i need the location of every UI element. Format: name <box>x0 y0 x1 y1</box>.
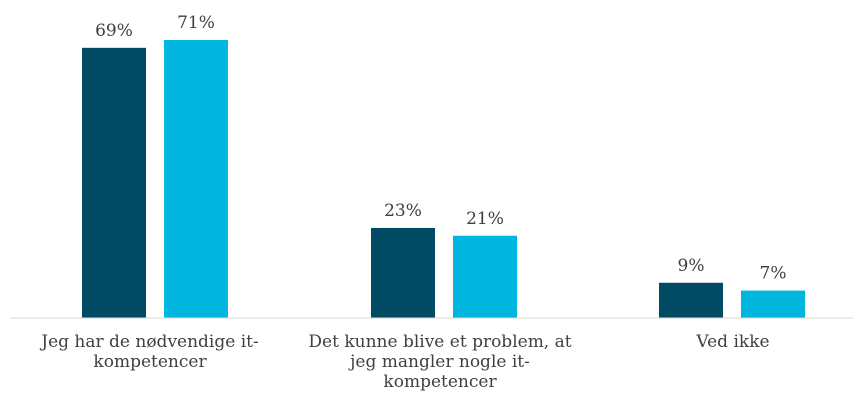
data-label-series0-cat0: 69% <box>95 21 133 41</box>
data-labels-layer: 69% 71% 23% 21% 9% 7% <box>95 13 786 284</box>
data-label-series1-cat0: 71% <box>177 13 215 33</box>
bar-series0-cat2 <box>659 282 723 318</box>
bar-series1-cat2 <box>741 290 805 318</box>
category-label-2: Ved ikke <box>588 332 863 352</box>
category-label-1: Det kunne blive et problem, at jeg mangl… <box>295 332 585 392</box>
bar-series1-cat0 <box>164 40 228 318</box>
data-label-series0-cat1: 23% <box>384 201 422 221</box>
data-label-series0-cat2: 9% <box>678 256 705 276</box>
category-label-1-line-1: jeg mangler nogle it- <box>350 352 530 372</box>
bar-series0-cat1 <box>371 227 435 318</box>
category-label-1-line-2: kompetencer <box>383 372 497 392</box>
category-label-0: Jeg har de nødvendige it- kompetencer <box>5 332 295 372</box>
bar-series0-cat0 <box>82 47 146 318</box>
category-label-2-line-0: Ved ikke <box>696 332 770 352</box>
category-label-1-line-0: Det kunne blive et problem, at <box>308 332 572 352</box>
bar-series1-cat1 <box>453 235 517 318</box>
data-label-series1-cat1: 21% <box>466 209 504 229</box>
bars-layer <box>82 40 805 318</box>
data-label-series1-cat2: 7% <box>760 264 787 284</box>
category-label-0-line-0: Jeg har de nødvendige it- <box>41 332 259 352</box>
category-label-0-line-1: kompetencer <box>93 352 207 372</box>
